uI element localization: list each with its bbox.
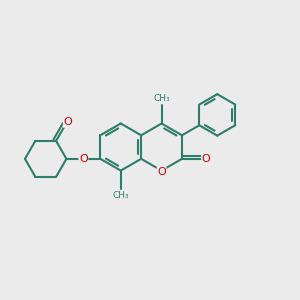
Text: O: O	[64, 117, 72, 127]
Text: CH₃: CH₃	[112, 191, 129, 200]
Text: O: O	[157, 167, 166, 177]
Text: CH₃: CH₃	[153, 94, 170, 103]
Text: O: O	[79, 154, 88, 164]
Text: O: O	[202, 154, 210, 164]
